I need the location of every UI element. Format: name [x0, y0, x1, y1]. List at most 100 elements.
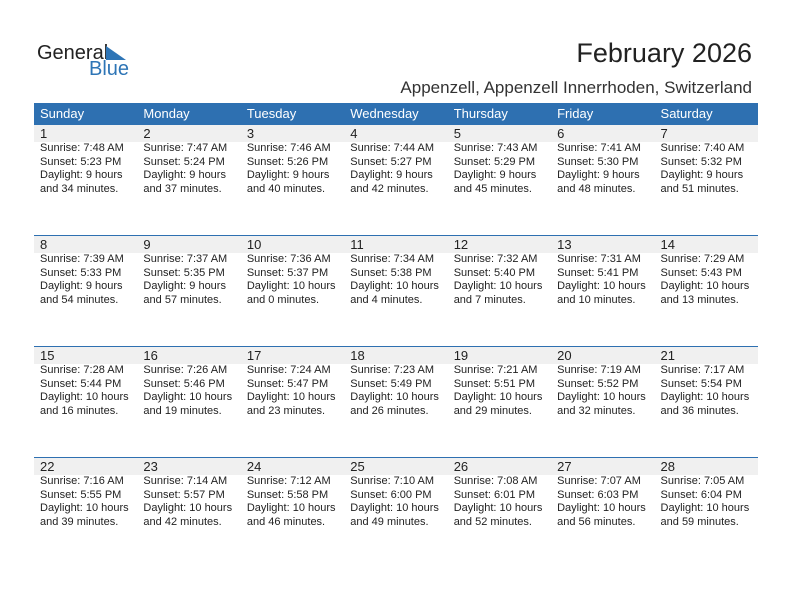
daylight-text: Daylight: 10 hours [660, 502, 750, 514]
daylight-text: Daylight: 10 hours [660, 391, 750, 403]
day-number: 1 [40, 126, 48, 141]
day-cell: Sunrise: 7:28 AM Sunset: 5:44 PM Daylight:… [34, 364, 137, 418]
minutes-text: and 34 minutes. [40, 182, 119, 195]
sunrise-text: Sunrise: 7:40 AM [660, 142, 745, 154]
minutes-text: and 4 minutes. [350, 293, 423, 306]
day-number: 20 [557, 348, 572, 363]
day-number: 24 [246, 459, 262, 474]
daylight-text: Daylight: 10 hours [350, 502, 439, 514]
sunset-text: Sunset: 5:35 PM [143, 266, 225, 279]
minutes-text: and 42 minutes. [350, 182, 429, 195]
minutes-text: and 57 minutes. [143, 293, 222, 306]
daylight-text: Daylight: 10 hours [453, 280, 543, 292]
day-cell: Sunrise: 7:07 AM Sunset: 6:03 PM Daylight:… [551, 475, 654, 529]
sunrise-text: Sunrise: 7:24 AM [246, 364, 331, 376]
minutes-text: and 10 minutes. [557, 293, 636, 306]
day-cell: Sunrise: 7:12 AM Sunset: 5:58 PM Daylight:… [241, 475, 344, 529]
sunrise-text: Sunrise: 7:39 AM [40, 253, 124, 265]
day-cell: Sunrise: 7:36 AM Sunset: 5:37 PM Daylight:… [241, 253, 344, 307]
day-number: 12 [453, 237, 469, 252]
day-number: 14 [660, 237, 675, 252]
sunset-text: Sunset: 5:29 PM [453, 155, 536, 168]
minutes-text: and 42 minutes. [143, 515, 222, 528]
sunset-text: Sunset: 5:43 PM [660, 266, 742, 279]
day-number: 9 [143, 237, 151, 252]
weekday-thursday: Thursday [453, 106, 508, 121]
sunset-text: Sunset: 5:54 PM [660, 377, 742, 390]
sunset-text: Sunset: 6:01 PM [453, 488, 536, 501]
sunset-text: Sunset: 5:38 PM [350, 266, 432, 279]
sunset-text: Sunset: 5:58 PM [246, 488, 329, 501]
daylight-text: Daylight: 10 hours [557, 502, 646, 514]
daylight-text: Daylight: 9 hours [143, 169, 226, 181]
minutes-text: and 56 minutes. [557, 515, 636, 528]
sunrise-text: Sunrise: 7:10 AM [350, 475, 435, 487]
minutes-text: and 54 minutes. [40, 293, 119, 306]
day-cell: Sunrise: 7:16 AM Sunset: 5:55 PM Daylight:… [34, 475, 137, 529]
day-number: 11 [350, 237, 364, 252]
week-row: 15 16 17 18 19 20 21 Sunrise: 7:28 AM Sunset: 5:… [34, 346, 758, 457]
weekday-sunday: Sunday [40, 106, 85, 121]
daylight-text: Daylight: 10 hours [246, 280, 336, 292]
sunrise-text: Sunrise: 7:43 AM [453, 142, 538, 154]
sunrise-text: Sunrise: 7:31 AM [557, 253, 641, 265]
minutes-text: and 26 minutes. [350, 404, 429, 417]
daylight-text: Daylight: 9 hours [246, 169, 330, 181]
day-cell: Sunrise: 7:48 AM Sunset: 5:23 PM Daylight:… [34, 142, 137, 196]
sunset-text: Sunset: 5:55 PM [40, 488, 122, 501]
weekday-header: Sunday Monday Tuesday Wednesday Thursday Frid… [34, 103, 758, 125]
sunset-text: Sunset: 5:46 PM [143, 377, 225, 390]
day-number: 13 [557, 237, 572, 252]
sunrise-text: Sunrise: 7:37 AM [143, 253, 228, 265]
day-number: 8 [40, 237, 48, 252]
day-cell: Sunrise: 7:37 AM Sunset: 5:35 PM Daylight:… [137, 253, 240, 307]
week-row: 22 23 24 25 26 27 28 Sunrise: 7:16 AM Sunset: 5:… [34, 457, 758, 568]
minutes-text: and 16 minutes. [40, 404, 119, 417]
sunrise-text: Sunrise: 7:19 AM [557, 364, 641, 376]
calendar: Sunday Monday Tuesday Wednesday Thursday Frid… [34, 103, 758, 568]
minutes-text: and 51 minutes. [660, 182, 739, 195]
minutes-text: and 39 minutes. [40, 515, 119, 528]
sunset-text: Sunset: 6:04 PM [660, 488, 742, 501]
sunrise-text: Sunrise: 7:23 AM [350, 364, 435, 376]
sunset-text: Sunset: 5:27 PM [350, 155, 432, 168]
day-number: 7 [660, 126, 668, 141]
logo-text-general: General [37, 42, 109, 64]
weekday-friday: Friday [557, 106, 594, 121]
day-cell: Sunrise: 7:21 AM Sunset: 5:51 PM Daylight:… [448, 364, 551, 418]
day-cell: Sunrise: 7:46 AM Sunset: 5:26 PM Daylight:… [241, 142, 344, 196]
day-number: 21 [660, 348, 675, 363]
sunrise-text: Sunrise: 7:28 AM [40, 364, 124, 376]
day-cell: Sunrise: 7:17 AM Sunset: 5:54 PM Daylight:… [655, 364, 758, 418]
sunset-text: Sunset: 5:40 PM [453, 266, 536, 279]
weekday-wednesday: Wednesday [350, 106, 419, 121]
day-number: 27 [557, 459, 572, 474]
day-cell: Sunrise: 7:39 AM Sunset: 5:33 PM Daylight:… [34, 253, 137, 307]
sunrise-text: Sunrise: 7:48 AM [40, 142, 124, 154]
day-number: 15 [40, 348, 55, 363]
day-number-row: 8 9 10 11 12 13 14 [34, 236, 758, 253]
day-number: 10 [246, 237, 262, 252]
day-cell: Sunrise: 7:05 AM Sunset: 6:04 PM Daylight:… [655, 475, 758, 529]
daylight-text: Daylight: 9 hours [350, 169, 433, 181]
minutes-text: and 37 minutes. [143, 182, 222, 195]
day-cell: Sunrise: 7:24 AM Sunset: 5:47 PM Daylight:… [241, 364, 344, 418]
daylight-text: Daylight: 10 hours [350, 391, 439, 403]
minutes-text: and 36 minutes. [660, 404, 739, 417]
page-title: February 2026 [576, 38, 752, 68]
sunset-text: Sunset: 5:26 PM [246, 155, 329, 168]
logo-text-blue: Blue [89, 58, 130, 80]
day-number: 19 [453, 348, 469, 363]
day-cell: Sunrise: 7:19 AM Sunset: 5:52 PM Daylight:… [551, 364, 654, 418]
sunrise-text: Sunrise: 7:17 AM [660, 364, 745, 376]
minutes-text: and 23 minutes. [246, 404, 326, 417]
day-cell: Sunrise: 7:41 AM Sunset: 5:30 PM Daylight:… [551, 142, 654, 196]
sunrise-text: Sunrise: 7:29 AM [660, 253, 745, 265]
sunset-text: Sunset: 6:00 PM [350, 488, 432, 501]
day-cell: Sunrise: 7:14 AM Sunset: 5:57 PM Daylight:… [137, 475, 240, 529]
daylight-text: Daylight: 9 hours [40, 169, 123, 181]
sunset-text: Sunset: 6:03 PM [557, 488, 639, 501]
day-number: 28 [660, 459, 675, 474]
sunrise-text: Sunrise: 7:36 AM [246, 253, 331, 265]
location-subtitle: Appenzell, Appenzell Innerrhoden, Switze… [400, 78, 752, 97]
